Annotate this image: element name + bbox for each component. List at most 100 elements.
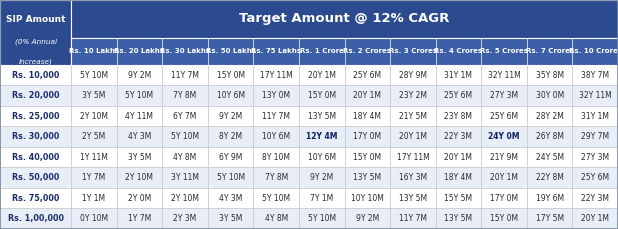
Bar [527, 65, 572, 85]
Text: 22Y 3M: 22Y 3M [581, 194, 609, 203]
Text: Rs. 10 Lakhs: Rs. 10 Lakhs [69, 48, 119, 54]
Bar [481, 147, 527, 167]
Bar [162, 188, 208, 208]
Bar [208, 85, 253, 106]
Text: 20Y 1M: 20Y 1M [353, 91, 381, 100]
Text: 6Y 7M: 6Y 7M [173, 112, 197, 121]
Text: 3Y 11M: 3Y 11M [171, 173, 199, 182]
Text: 2Y 5M: 2Y 5M [82, 132, 106, 141]
Bar [208, 126, 253, 147]
Text: 21Y 9M: 21Y 9M [490, 153, 518, 162]
Bar [572, 147, 618, 167]
Bar [481, 85, 527, 106]
Bar [71, 167, 117, 188]
Text: 24Y 0M: 24Y 0M [488, 132, 520, 141]
Text: 7Y 1M: 7Y 1M [310, 194, 333, 203]
Bar [299, 106, 345, 126]
Text: 2Y 10M: 2Y 10M [171, 194, 199, 203]
Text: Rs. 30,000: Rs. 30,000 [12, 132, 59, 141]
Bar [71, 188, 117, 208]
Text: 4Y 3M: 4Y 3M [128, 132, 151, 141]
Text: 10Y 10M: 10Y 10M [351, 194, 384, 203]
Bar [253, 188, 299, 208]
Bar [0, 188, 71, 208]
Text: 4Y 8M: 4Y 8M [174, 153, 197, 162]
Text: 20Y 1M: 20Y 1M [490, 173, 518, 182]
Bar [390, 147, 436, 167]
Text: SIP Amount: SIP Amount [6, 15, 66, 24]
Bar [481, 65, 527, 85]
Bar [572, 208, 618, 229]
Text: 15Y 0M: 15Y 0M [490, 214, 518, 223]
Bar [0, 208, 71, 229]
Text: 17Y 0M: 17Y 0M [490, 194, 518, 203]
Text: 18Y 4M: 18Y 4M [444, 173, 473, 182]
Bar [162, 85, 208, 106]
Bar [208, 65, 253, 85]
Text: 17Y 11M: 17Y 11M [397, 153, 430, 162]
Text: 24Y 5M: 24Y 5M [536, 153, 564, 162]
Text: 10Y 6M: 10Y 6M [308, 153, 336, 162]
Bar [117, 208, 162, 229]
Text: 2Y 10M: 2Y 10M [80, 112, 108, 121]
Bar [208, 167, 253, 188]
Text: 4Y 8M: 4Y 8M [265, 214, 288, 223]
Bar [345, 106, 390, 126]
Text: 20Y 1M: 20Y 1M [444, 153, 473, 162]
Bar [71, 126, 117, 147]
Text: 4Y 3M: 4Y 3M [219, 194, 242, 203]
Text: 0Y 10M: 0Y 10M [80, 214, 108, 223]
Bar [299, 188, 345, 208]
Bar [208, 208, 253, 229]
Text: 5Y 10M: 5Y 10M [171, 132, 199, 141]
Text: 27Y 3M: 27Y 3M [581, 153, 609, 162]
Text: 2Y 3M: 2Y 3M [174, 214, 197, 223]
Bar [117, 65, 162, 85]
Text: 5Y 10M: 5Y 10M [80, 71, 108, 79]
Text: 20Y 1M: 20Y 1M [581, 214, 609, 223]
Bar [253, 65, 299, 85]
Text: 13Y 0M: 13Y 0M [262, 91, 290, 100]
Text: 5Y 10M: 5Y 10M [216, 173, 245, 182]
Text: Increase): Increase) [19, 59, 53, 65]
Text: 1Y 1M: 1Y 1M [82, 194, 106, 203]
Text: 28Y 2M: 28Y 2M [536, 112, 564, 121]
Bar [527, 85, 572, 106]
Bar [299, 85, 345, 106]
Bar [390, 65, 436, 85]
Bar [481, 106, 527, 126]
Bar [0, 126, 71, 147]
Text: Rs. 1,00,000: Rs. 1,00,000 [7, 214, 64, 223]
Text: 1Y 11M: 1Y 11M [80, 153, 108, 162]
Text: 13Y 5M: 13Y 5M [353, 173, 381, 182]
Text: 1Y 7M: 1Y 7M [82, 173, 106, 182]
Text: 9Y 2M: 9Y 2M [219, 112, 242, 121]
Text: 15Y 0M: 15Y 0M [353, 153, 381, 162]
Text: 23Y 2M: 23Y 2M [399, 91, 427, 100]
Text: 8Y 2M: 8Y 2M [219, 132, 242, 141]
Text: Target Amount @ 12% CAGR: Target Amount @ 12% CAGR [239, 12, 450, 25]
Bar [0, 85, 71, 106]
Bar [0, 65, 71, 85]
Text: 17Y 5M: 17Y 5M [536, 214, 564, 223]
Bar [71, 65, 117, 85]
Bar [71, 38, 618, 65]
Bar [117, 147, 162, 167]
Bar [481, 208, 527, 229]
Text: 19Y 6M: 19Y 6M [536, 194, 564, 203]
Bar [71, 106, 117, 126]
Text: Rs. 20 Lakhs: Rs. 20 Lakhs [114, 48, 164, 54]
Text: 2Y 0M: 2Y 0M [128, 194, 151, 203]
Text: 25Y 6M: 25Y 6M [581, 173, 609, 182]
Bar [345, 167, 390, 188]
Bar [253, 126, 299, 147]
Text: Rs. 4 Crores: Rs. 4 Crores [434, 48, 483, 54]
Bar [390, 126, 436, 147]
Text: Rs. 25,000: Rs. 25,000 [12, 112, 59, 121]
Bar [299, 167, 345, 188]
Text: 16Y 3M: 16Y 3M [399, 173, 427, 182]
Text: 2Y 10M: 2Y 10M [125, 173, 153, 182]
Bar [0, 106, 71, 126]
Text: 31Y 1M: 31Y 1M [581, 112, 609, 121]
Bar [436, 147, 481, 167]
